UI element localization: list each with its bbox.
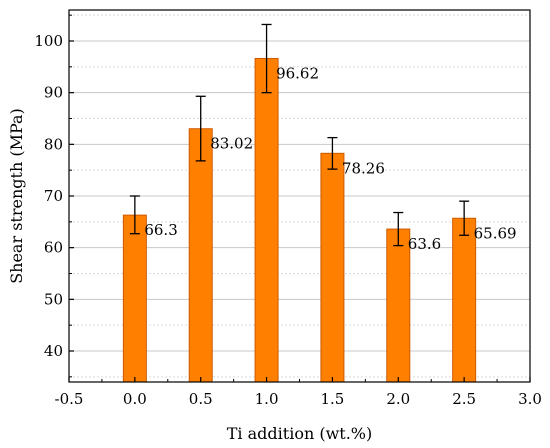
- x-tick-label: 0.5: [189, 390, 213, 408]
- y-axis: 40 50 60 70 80 90 100: [34, 14, 74, 378]
- data-labels: 66.3 83.02 96.62 78.26 63.6 65.69: [144, 64, 516, 253]
- bar: [188, 128, 213, 383]
- error-bars: [129, 23, 470, 247]
- data-label: 63.6: [408, 235, 441, 253]
- x-axis-title: Ti addition (wt.%): [227, 424, 372, 443]
- y-tick-label: 100: [34, 32, 63, 50]
- data-label: 83.02: [210, 135, 253, 153]
- bar: [122, 214, 147, 383]
- x-tick-label: 2.0: [386, 390, 410, 408]
- y-tick-label: 50: [44, 290, 63, 308]
- bar: [320, 152, 345, 383]
- y-tick-label: 70: [44, 187, 63, 205]
- x-tick-label: 1.5: [320, 390, 344, 408]
- bar: [452, 217, 477, 383]
- x-tick-label: -0.5: [55, 390, 84, 408]
- x-tick-label: 1.0: [255, 390, 279, 408]
- data-label: 78.26: [342, 159, 385, 177]
- x-tick-label: 2.5: [452, 390, 476, 408]
- x-axis: -0.5 0.0 0.5 1.0 1.5 2.0 2.5 3.0: [55, 377, 542, 408]
- bar: [254, 57, 279, 383]
- y-tick-label: 80: [44, 135, 63, 153]
- y-axis-title: Shear strength (MPa): [7, 108, 26, 284]
- data-label: 96.62: [276, 64, 319, 82]
- y-tick-label: 40: [44, 342, 63, 360]
- y-tick-label: 90: [44, 84, 63, 102]
- bar: [386, 228, 411, 383]
- data-label: 65.69: [474, 224, 517, 242]
- bars: [122, 57, 477, 383]
- x-tick-label: 0.0: [123, 390, 147, 408]
- data-label: 66.3: [144, 221, 177, 239]
- y-tick-label: 60: [44, 239, 63, 257]
- x-tick-label: 3.0: [518, 390, 542, 408]
